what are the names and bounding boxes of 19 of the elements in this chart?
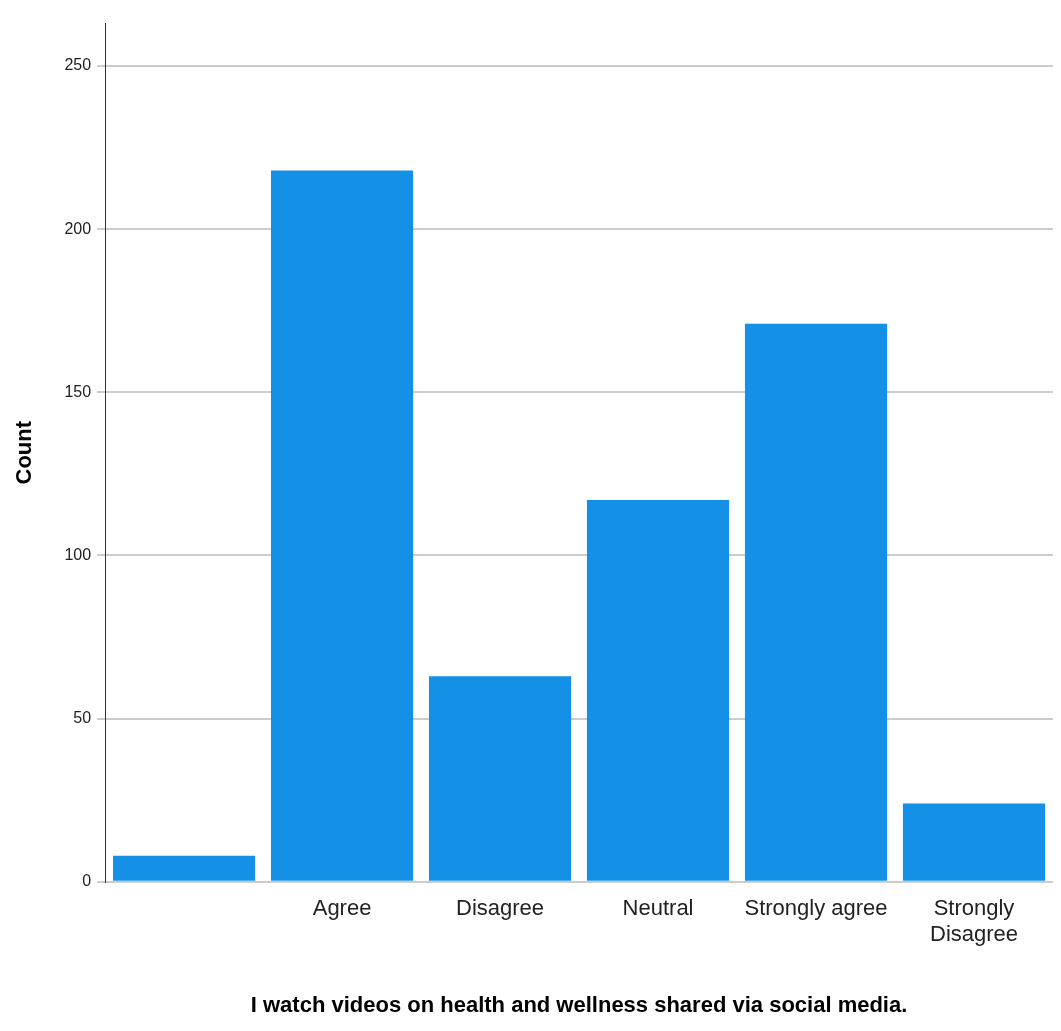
x-axis-title: I watch videos on health and wellness shared via social media. — [250, 991, 908, 1017]
y-tick-label: 100 — [64, 545, 92, 563]
x-tick-label: Agree — [312, 895, 372, 921]
y-tick-label: 0 — [82, 872, 92, 890]
x-tick-label: Disagree — [456, 895, 545, 921]
bar — [113, 855, 256, 881]
y-tick-label: 50 — [73, 709, 92, 727]
y-tick-label: 150 — [64, 382, 92, 400]
bar — [902, 803, 1046, 881]
y-axis-title: Count — [11, 420, 37, 485]
bar — [428, 676, 572, 881]
bar — [270, 170, 414, 881]
bar — [744, 323, 888, 881]
x-tick-label: Neutral — [622, 895, 694, 921]
x-tick-label: Strongly agree — [744, 895, 888, 921]
bar — [586, 500, 730, 881]
x-tick-label: Strongly Disagree — [929, 895, 1019, 947]
y-tick-label: 250 — [64, 56, 92, 74]
y-tick-label: 200 — [64, 219, 92, 237]
